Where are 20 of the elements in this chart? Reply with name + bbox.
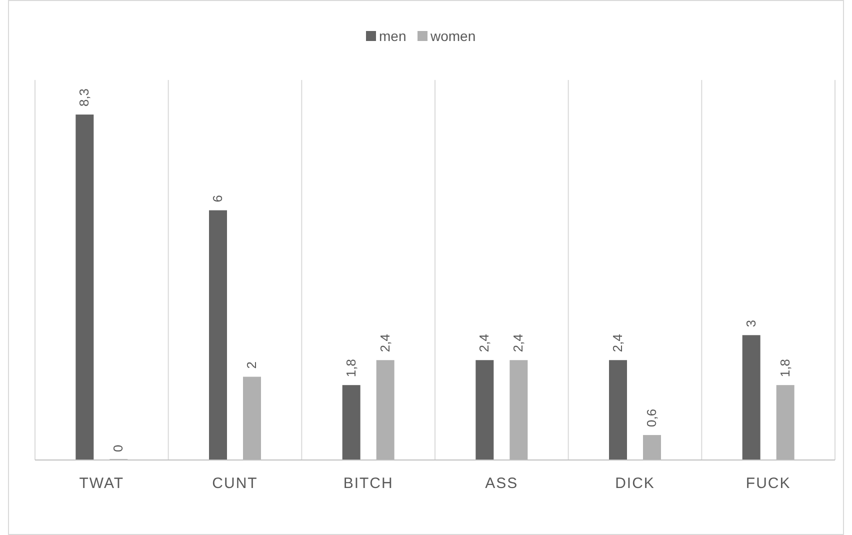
x-tick-label: DICK — [615, 475, 655, 492]
data-label: 6 — [210, 195, 225, 202]
legend-label: men — [379, 28, 406, 44]
data-label: 2,4 — [377, 334, 392, 352]
x-tick-label: TWAT — [79, 475, 124, 492]
data-label: 1,8 — [777, 359, 792, 378]
data-label: 1,8 — [343, 359, 358, 378]
data-label: 2,4 — [510, 334, 526, 352]
data-label: 0 — [110, 444, 126, 452]
data-label: 2,4 — [476, 334, 492, 352]
data-label: 2,4 — [610, 334, 625, 352]
data-label: 0,6 — [644, 408, 659, 428]
data-label: 2 — [244, 362, 259, 369]
legend-label: women — [430, 28, 476, 44]
x-tick-label: FUCK — [746, 475, 791, 492]
data-label: 8,3 — [76, 88, 92, 107]
data-label: 3 — [743, 320, 758, 328]
x-tick-label: BITCH — [343, 475, 394, 492]
x-tick-label: CUNT — [212, 475, 258, 492]
x-tick-label: ASS — [485, 475, 518, 492]
